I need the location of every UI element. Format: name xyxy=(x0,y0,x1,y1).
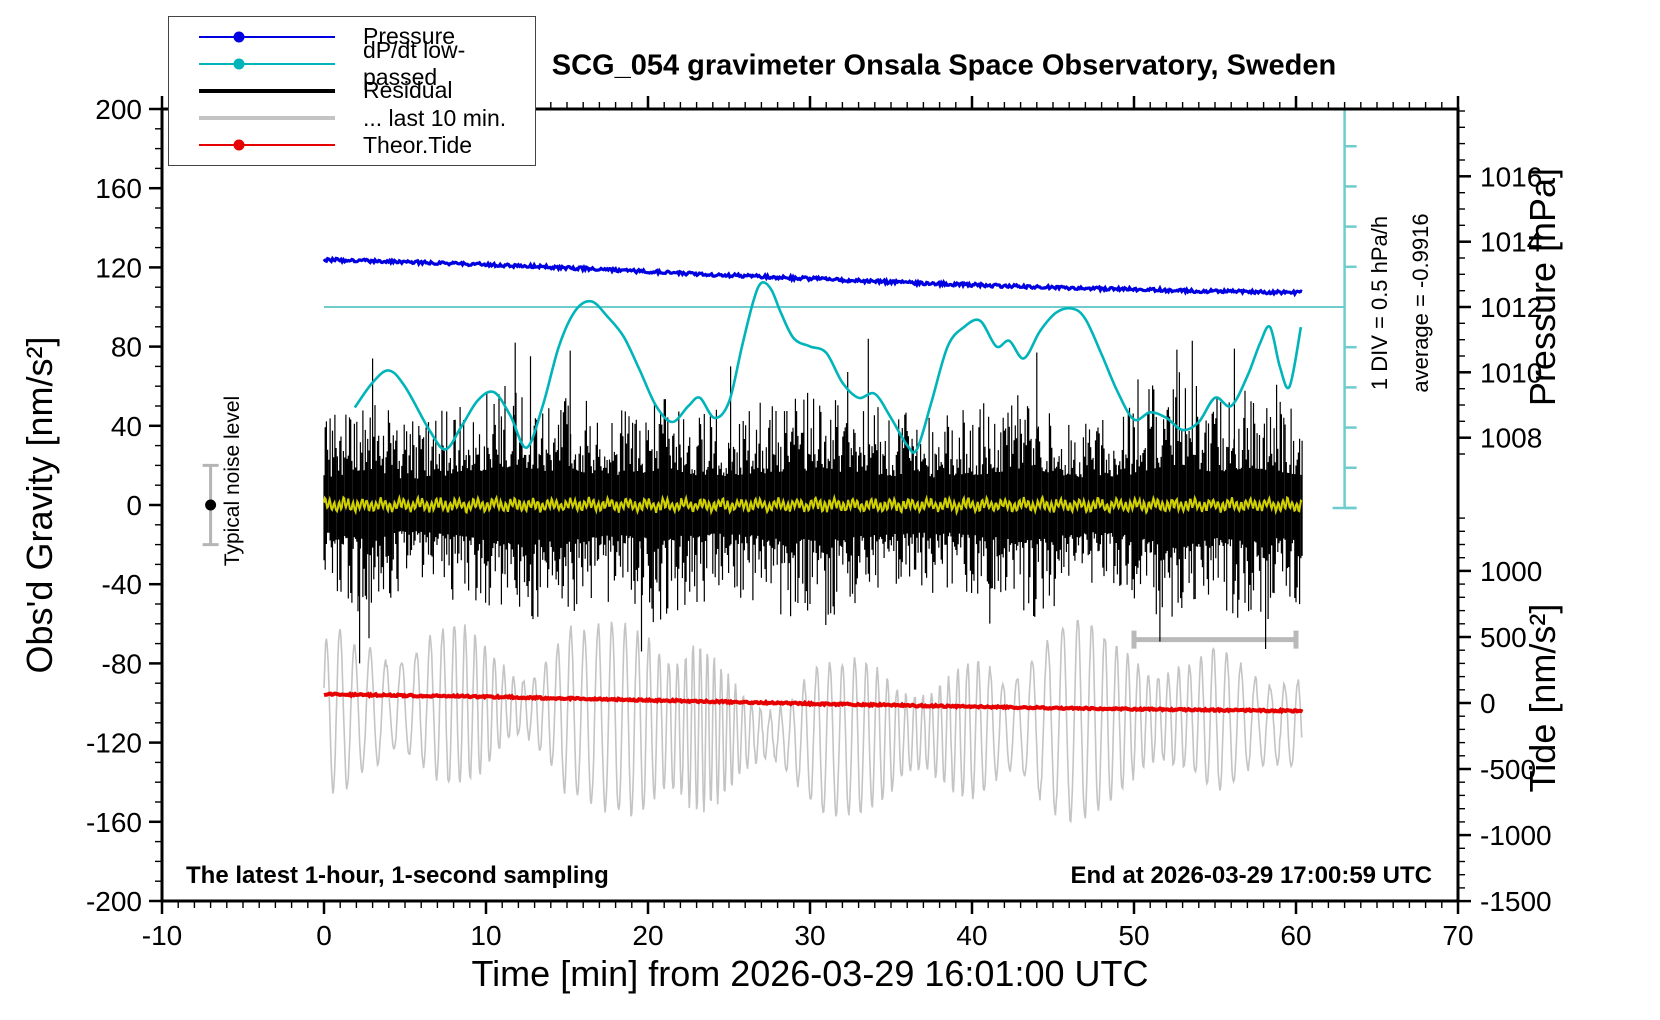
tick-label: 0 xyxy=(1480,688,1496,719)
legend-line-sample xyxy=(199,132,335,158)
noise-level-dot xyxy=(205,499,217,511)
legend-item-pressure: Pressure xyxy=(199,23,535,50)
y2-axis-title-pressure: Pressure [hPa] xyxy=(1522,167,1563,407)
last-10-min-window-bracket xyxy=(1131,630,1299,649)
tick-label: -1000 xyxy=(1480,820,1552,851)
tick-label: -10 xyxy=(142,920,182,951)
legend-label: Theor.Tide xyxy=(363,131,473,158)
pressure-series xyxy=(322,255,1303,298)
legend-label: Pressure xyxy=(363,23,456,50)
legend-line xyxy=(199,116,335,121)
tick-label: -40 xyxy=(102,569,142,600)
tick-label: -160 xyxy=(86,807,142,838)
tick-label: 80 xyxy=(111,332,142,363)
tick-label: 120 xyxy=(95,252,142,283)
tick-label: 40 xyxy=(111,411,142,442)
y-axis-title-gravity: Obs'd Gravity [nm/s²] xyxy=(19,336,60,674)
legend-line xyxy=(199,35,335,38)
legend-label: ... last 10 min. xyxy=(363,104,507,131)
tick-label: 40 xyxy=(956,920,987,951)
tick-label: 200 xyxy=(95,94,142,125)
average-dpdt-note: average = -0.9916 xyxy=(1408,213,1433,393)
tick-label: 1010 xyxy=(1480,357,1542,388)
tick-label: 1008 xyxy=(1480,423,1542,454)
tick-label: -500 xyxy=(1480,754,1536,785)
legend-dot xyxy=(233,58,245,70)
tick-label: -120 xyxy=(86,728,142,759)
sampling-note: The latest 1-hour, 1-second sampling xyxy=(186,862,609,889)
legend-line xyxy=(199,88,335,93)
dpdt-lowpassed-series xyxy=(353,281,1303,454)
legend-label: dP/dt low-passed xyxy=(363,36,466,90)
legend-box: Pressure dP/dt low-passed Residual... last… xyxy=(168,16,536,166)
chart-title: SCG_054 gravimeter Onsala Space Observat… xyxy=(551,49,1337,82)
tick-label: 160 xyxy=(95,173,142,204)
tick-label: -80 xyxy=(102,648,142,679)
tick-label: 1014 xyxy=(1480,227,1542,258)
typical-noise-level-label: Typical noise level xyxy=(221,395,244,567)
tick-label: 0 xyxy=(316,920,332,951)
tick-label: -1500 xyxy=(1480,886,1552,917)
tick-label: 500 xyxy=(1480,622,1527,653)
x-axis-title: Time [min] from 2026-03-29 16:01:00 UTC xyxy=(471,953,1149,994)
legend-line-sample xyxy=(199,78,335,104)
tick-label: 20 xyxy=(632,920,663,951)
legend-line-sample xyxy=(199,24,335,50)
tick-label: 0 xyxy=(126,490,142,521)
legend-item-dp-dt-low-passed: dP/dt low-passed xyxy=(199,37,535,90)
y2-axis-title-tide: Tide [nm/s²] xyxy=(1522,603,1563,793)
legend-line xyxy=(199,62,335,65)
tick-label: 1016 xyxy=(1480,161,1542,192)
legend-dot xyxy=(233,139,245,151)
end-time-note: End at 2026-03-29 17:00:59 UTC xyxy=(1070,862,1433,889)
legend-item--last-10-min-: ... last 10 min. xyxy=(199,105,535,131)
theor-tide-series xyxy=(323,691,1304,715)
legend-item-theor-tide: Theor.Tide xyxy=(199,132,535,158)
tick-label: 60 xyxy=(1280,920,1311,951)
legend-line-sample xyxy=(199,51,335,77)
div-scale-note: 1 DIV = 0.5 hPa/h xyxy=(1367,215,1392,391)
legend-item-residual: Residual xyxy=(199,77,535,104)
residual-lowpass-series xyxy=(323,493,1303,517)
tick-label: 50 xyxy=(1118,920,1149,951)
legend-label: Residual xyxy=(363,77,453,104)
legend-line-sample xyxy=(199,105,335,131)
tick-label: 1012 xyxy=(1480,292,1542,323)
last-10-min-series xyxy=(323,619,1303,824)
legend-dot xyxy=(233,31,245,43)
tick-label: 10 xyxy=(470,920,501,951)
tick-label: -200 xyxy=(86,886,142,917)
tick-label: 1000 xyxy=(1480,556,1542,587)
tick-label: 70 xyxy=(1442,920,1473,951)
tick-label: 30 xyxy=(794,920,825,951)
legend-line xyxy=(199,144,335,147)
